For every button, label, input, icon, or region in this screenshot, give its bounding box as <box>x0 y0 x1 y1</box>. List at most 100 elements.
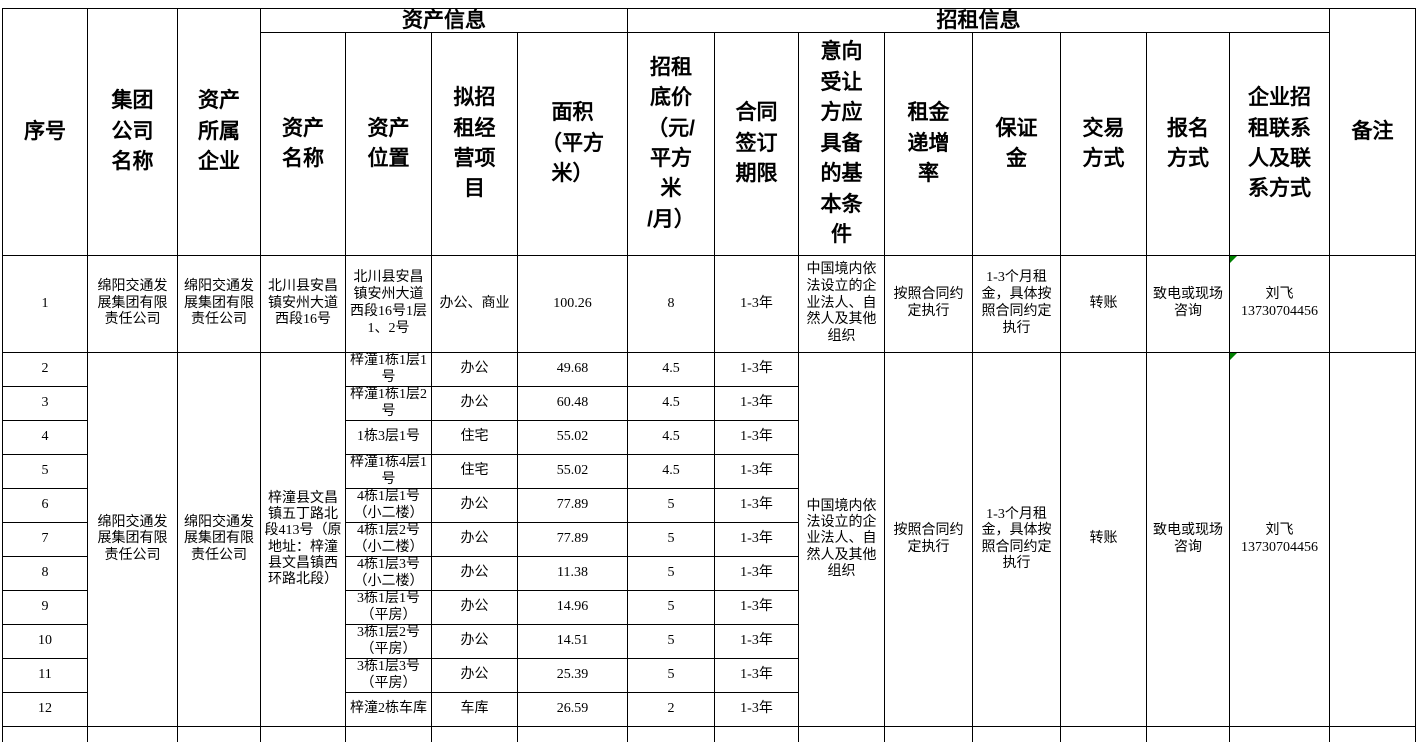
row12-location-cell: 梓潼2栋车库 <box>345 692 432 727</box>
header-contact: 企业招 租联系 人及联 系方式 <box>1229 32 1330 256</box>
partial-cell <box>260 726 346 742</box>
row9-term-cell: 1-3年 <box>714 590 799 625</box>
row4-location-cell: 1栋3层1号 <box>345 420 432 455</box>
row1-area-cell: 100.26 <box>517 255 628 353</box>
partial-cell <box>884 726 973 742</box>
row8-term-cell: 1-3年 <box>714 556 799 591</box>
header-asset-info-group: 资产信息 <box>260 8 628 33</box>
row10-term-cell: 1-3年 <box>714 624 799 659</box>
block2-deposit-cell: 1-3个月租 金，具体按 照合同约定 执行 <box>972 352 1061 727</box>
block2-group-company-cell: 绵阳交通发 展集团有限 责任公司 <box>87 352 178 727</box>
table-row-10: 10 3栋1层2号 （平房） 办公 14.51 5 1-3年 <box>2 624 1416 659</box>
row4-term-cell: 1-3年 <box>714 420 799 455</box>
row1-conditions-cell: 中国境内依 法设立的企 业法人、自 然人及其他 组织 <box>798 255 885 353</box>
row2-seq-cell: 2 <box>2 352 88 387</box>
block2-remark-cell <box>1329 352 1416 727</box>
row5-term-cell: 1-3年 <box>714 454 799 489</box>
column-header-row: 资产 名称 资产 位置 拟招 租经 营项 目 面积 （平方 米） 招租 底价 （… <box>3 32 1416 256</box>
block2-asset-name-cell: 梓潼县文昌 镇五丁路北 段413号（原 地址：梓潼 县文昌镇西 环路北段） <box>260 352 346 727</box>
partial-cell <box>87 726 178 742</box>
partial-cell <box>431 726 518 742</box>
header-seq: 序号 <box>2 8 88 256</box>
row5-location-cell: 梓潼1栋4层1 号 <box>345 454 432 489</box>
partial-cell <box>2 726 88 742</box>
row8-area-cell: 11.38 <box>517 556 628 591</box>
header-increase: 租金 递增 率 <box>884 32 973 256</box>
row8-project-cell: 办公 <box>431 556 518 591</box>
row1-price-cell: 8 <box>627 255 715 353</box>
header-term: 合同 签订 期限 <box>714 32 799 256</box>
partial-cell <box>1060 726 1147 742</box>
row10-price-cell: 5 <box>627 624 715 659</box>
header-conditions: 意向 受让 方应 具备 的基 本条 件 <box>798 32 885 256</box>
row5-seq-cell: 5 <box>2 454 88 489</box>
row4-price-cell: 4.5 <box>627 420 715 455</box>
row1-deposit-cell: 1-3个月租 金，具体按 照合同约定 执行 <box>972 255 1061 353</box>
group-header-row: 序号 集团 公司 名称 资产 所属 企业 资产信息 招租信息 备注 <box>2 8 1416 256</box>
table-row-4: 4 1栋3层1号 住宅 55.02 4.5 1-3年 <box>2 420 1416 455</box>
row1-payment-cell: 转账 <box>1060 255 1147 353</box>
block2-contact-text: 刘飞 13730704456 <box>1241 523 1318 555</box>
row1-asset-name-cell: 北川县安昌 镇安州大道 西段16号 <box>260 255 346 353</box>
row7-location-cell: 4栋1层2号 （小二楼） <box>345 522 432 557</box>
rental-assets-table: 序号 集团 公司 名称 资产 所属 企业 资产信息 招租信息 备注 资产 名称 … <box>2 8 1416 742</box>
excel-error-indicator-icon <box>1230 256 1237 263</box>
row6-seq-cell: 6 <box>2 488 88 523</box>
row1-contact-cell: 刘飞 13730704456 <box>1229 255 1330 353</box>
row11-term-cell: 1-3年 <box>714 658 799 693</box>
partial-cell <box>345 726 432 742</box>
row7-price-cell: 5 <box>627 522 715 557</box>
row7-seq-cell: 7 <box>2 522 88 557</box>
row10-location-cell: 3栋1层2号 （平房） <box>345 624 432 659</box>
row10-seq-cell: 10 <box>2 624 88 659</box>
row2-price-cell: 4.5 <box>627 352 715 387</box>
row6-location-cell: 4栋1层1号 （小二楼） <box>345 488 432 523</box>
table-row-2: 2 绵阳交通发 展集团有限 责任公司 绵阳交通发 展集团有限 责任公司 梓潼县文… <box>2 352 1416 727</box>
row5-area-cell: 55.02 <box>517 454 628 489</box>
row1-signup-cell: 致电或现场 咨询 <box>1146 255 1230 353</box>
row4-project-cell: 住宅 <box>431 420 518 455</box>
row3-project-cell: 办公 <box>431 386 518 421</box>
row9-seq-cell: 9 <box>2 590 88 625</box>
row12-area-cell: 26.59 <box>517 692 628 727</box>
row2-location-cell: 梓潼1栋1层1 号 <box>345 352 432 387</box>
block2-signup-cell: 致电或现场 咨询 <box>1146 352 1230 727</box>
row1-contact-text: 刘飞 13730704456 <box>1241 287 1318 319</box>
header-location: 资产 位置 <box>345 32 432 256</box>
header-project: 拟招 租经 营项 目 <box>431 32 518 256</box>
row1-group-company-cell: 绵阳交通发 展集团有限 责任公司 <box>87 255 178 353</box>
row2-project-cell: 办公 <box>431 352 518 387</box>
row6-price-cell: 5 <box>627 488 715 523</box>
block2-owner-cell: 绵阳交通发 展集团有限 责任公司 <box>177 352 261 727</box>
row7-project-cell: 办公 <box>431 522 518 557</box>
partial-cell <box>627 726 715 742</box>
header-area: 面积 （平方 米） <box>517 32 628 256</box>
row9-area-cell: 14.96 <box>517 590 628 625</box>
row11-project-cell: 办公 <box>431 658 518 693</box>
table-row-partial <box>2 726 1416 742</box>
row10-project-cell: 办公 <box>431 624 518 659</box>
header-signup: 报名 方式 <box>1146 32 1230 256</box>
row1-remark-cell <box>1329 255 1416 353</box>
row9-project-cell: 办公 <box>431 590 518 625</box>
block2-increase-cell: 按照合同约 定执行 <box>884 352 973 727</box>
partial-cell <box>798 726 885 742</box>
row8-location-cell: 4栋1层3号 （小二楼） <box>345 556 432 591</box>
row4-area-cell: 55.02 <box>517 420 628 455</box>
table-row-9: 9 3栋1层1号 （平房） 办公 14.96 5 1-3年 <box>2 590 1416 625</box>
row12-project-cell: 车库 <box>431 692 518 727</box>
block2-conditions-cell: 中国境内依 法设立的企 业法人、自 然人及其他 组织 <box>798 352 885 727</box>
row2-area-cell: 49.68 <box>517 352 628 387</box>
partial-cell <box>517 726 628 742</box>
table-row-7: 7 4栋1层2号 （小二楼） 办公 77.89 5 1-3年 <box>2 522 1416 557</box>
row8-seq-cell: 8 <box>2 556 88 591</box>
partial-cell <box>1329 726 1416 742</box>
header-owner: 资产 所属 企业 <box>177 8 261 256</box>
row3-price-cell: 4.5 <box>627 386 715 421</box>
row6-area-cell: 77.89 <box>517 488 628 523</box>
row6-project-cell: 办公 <box>431 488 518 523</box>
row3-location-cell: 梓潼1栋1层2 号 <box>345 386 432 421</box>
row1-seq-cell: 1 <box>2 255 88 353</box>
row12-price-cell: 2 <box>627 692 715 727</box>
